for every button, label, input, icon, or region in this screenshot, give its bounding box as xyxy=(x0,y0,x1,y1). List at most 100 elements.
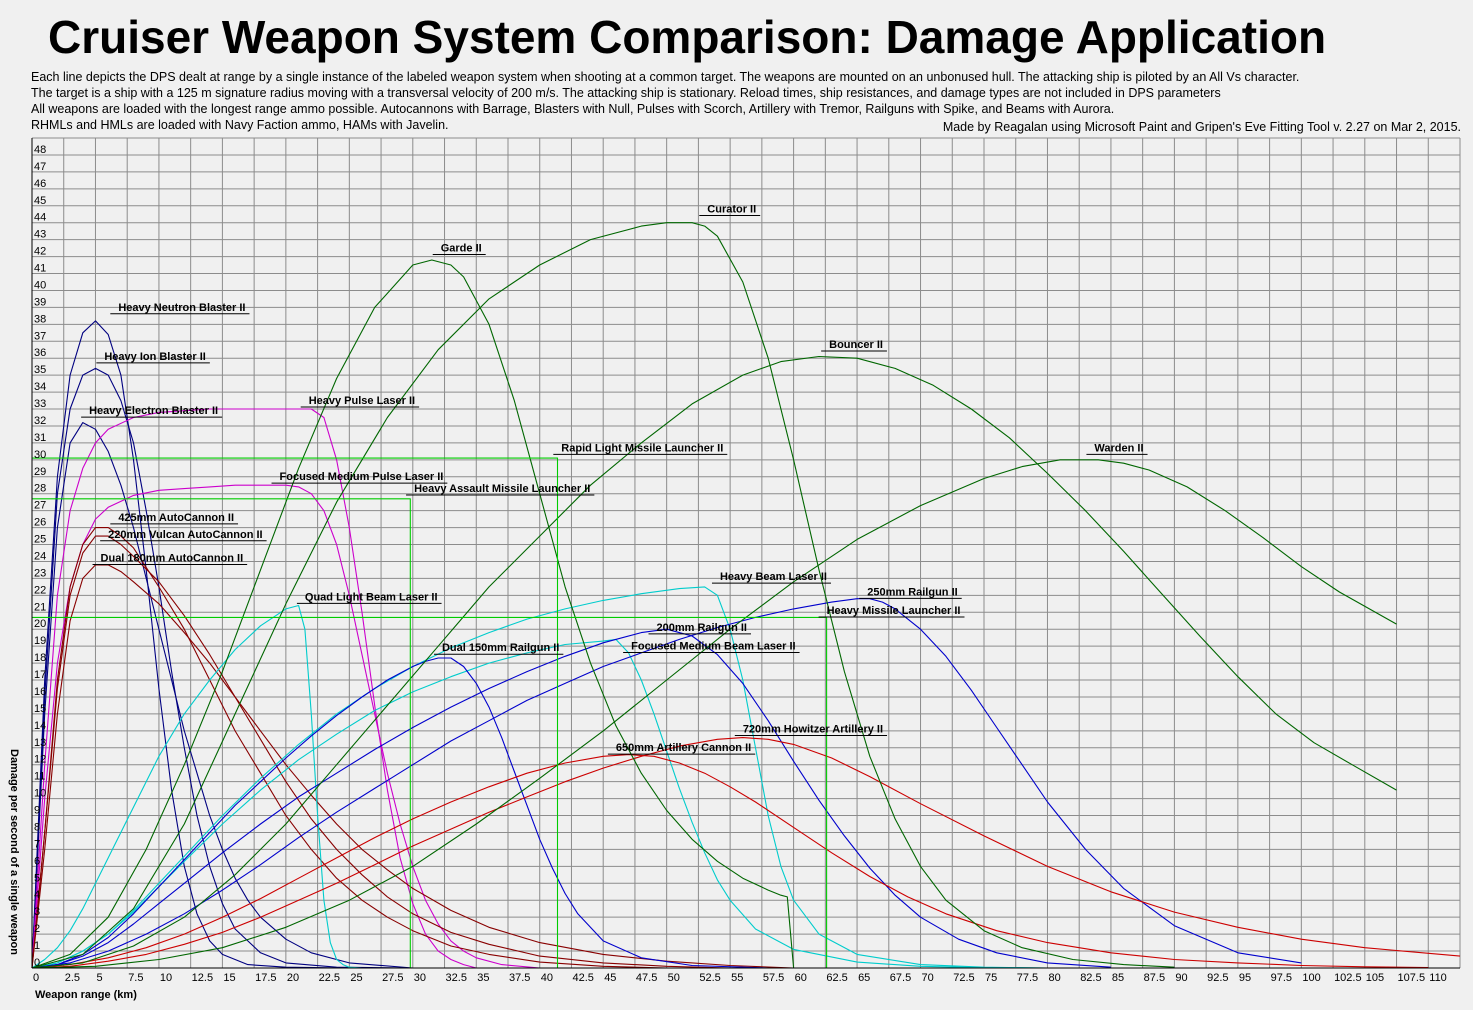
x-axis-label: Weapon range (km) xyxy=(35,989,137,1001)
y-tick-label: 38 xyxy=(34,313,46,325)
series-label: 720mm Howitzer Artillery II xyxy=(743,724,883,736)
y-tick-label: 43 xyxy=(34,229,46,241)
series-line-250mm-railgun-ii xyxy=(31,598,1302,969)
y-tick-label: 40 xyxy=(34,279,46,291)
y-tick-label: 8 xyxy=(34,821,40,833)
x-tick-label: 72.5 xyxy=(953,972,974,984)
series-line-warden-ii xyxy=(31,459,1397,969)
grid-lines xyxy=(31,137,1461,969)
y-tick-label: 22 xyxy=(34,584,46,596)
series-label: Quad Light Beam Laser II xyxy=(305,591,438,603)
description-line-3: All weapons are loaded with the longest … xyxy=(31,102,1115,116)
axes: 0123456789101112131415161718192021222324… xyxy=(31,138,1460,984)
series-label: Bouncer II xyxy=(829,339,883,351)
series-line-heavy-neutron-blaster-ii xyxy=(31,320,350,969)
x-tick-label: 102.5 xyxy=(1334,972,1362,984)
series-line-bouncer-ii xyxy=(31,355,1397,969)
y-tick-label: 14 xyxy=(34,720,46,732)
y-tick-label: 45 xyxy=(34,195,46,207)
x-tick-label: 110 xyxy=(1429,972,1447,984)
x-tick-label: 32.5 xyxy=(446,972,467,984)
credit-line: Made by Reagalan using Microsoft Paint a… xyxy=(942,120,1461,134)
x-tick-label: 85 xyxy=(1112,972,1124,984)
series-label: Heavy Ion Blaster II xyxy=(104,351,205,363)
y-tick-label: 26 xyxy=(34,517,46,529)
series-label: 250mm Railgun II xyxy=(867,586,957,598)
series-line-220mm-vulcan-autocannon-ii xyxy=(31,535,731,969)
x-tick-label: 30 xyxy=(414,972,426,984)
x-tick-label: 95 xyxy=(1239,972,1251,984)
x-tick-label: 7.5 xyxy=(128,972,143,984)
x-tick-label: 82.5 xyxy=(1080,972,1101,984)
series-line-rapid-light-missile-launcher-ii xyxy=(32,457,559,968)
y-tick-label: 6 xyxy=(34,855,40,867)
x-tick-label: 10 xyxy=(160,972,172,984)
y-tick-label: 19 xyxy=(34,635,46,647)
y-tick-label: 23 xyxy=(34,567,46,579)
series-line-heavy-pulse-laser-ii xyxy=(31,408,477,969)
y-tick-label: 48 xyxy=(34,144,46,156)
x-tick-label: 52.5 xyxy=(699,972,720,984)
y-tick-label: 29 xyxy=(34,466,46,478)
x-tick-label: 97.5 xyxy=(1271,972,1292,984)
y-tick-label: 15 xyxy=(34,703,46,715)
y-tick-label: 28 xyxy=(34,483,46,495)
x-tick-label: 60 xyxy=(795,972,807,984)
x-tick-label: 100 xyxy=(1302,972,1320,984)
x-tick-label: 80 xyxy=(1048,972,1060,984)
series-label: Focused Medium Beam Laser II xyxy=(631,641,795,653)
series-label: Heavy Beam Laser II xyxy=(720,571,827,583)
series-label: Heavy Missile Launcher II xyxy=(827,605,961,617)
series-line-garde-ii xyxy=(31,259,795,969)
series-layer xyxy=(31,222,1461,969)
y-tick-label: 41 xyxy=(34,263,46,275)
series-labels: Heavy Neutron Blaster II Heavy Ion Blaste… xyxy=(81,204,1148,755)
x-tick-label: 55 xyxy=(731,972,743,984)
series-line-425mm-autocannon-ii xyxy=(31,527,667,969)
x-tick-label: 57.5 xyxy=(763,972,784,984)
x-tick-label: 50 xyxy=(668,972,680,984)
y-tick-label: 25 xyxy=(34,534,46,546)
x-tick-label: 5 xyxy=(96,972,102,984)
y-tick-label: 24 xyxy=(34,550,46,562)
description-line-1: Each line depicts the DPS dealt at range… xyxy=(31,70,1300,84)
x-tick-label: 87.5 xyxy=(1144,972,1165,984)
x-tick-label: 77.5 xyxy=(1017,972,1038,984)
y-tick-label: 5 xyxy=(34,872,40,884)
x-tick-label: 92.5 xyxy=(1207,972,1228,984)
series-label: Warden II xyxy=(1094,442,1143,454)
series-label: 650mm Artillery Cannon II xyxy=(616,742,751,754)
x-tick-label: 2.5 xyxy=(65,972,80,984)
series-line-200mm-railgun-ii xyxy=(31,628,1111,969)
y-tick-label: 16 xyxy=(34,686,46,698)
y-tick-label: 47 xyxy=(34,161,46,173)
y-tick-label: 39 xyxy=(34,296,46,308)
y-tick-label: 21 xyxy=(34,601,46,613)
y-tick-label: 42 xyxy=(34,246,46,258)
series-label: Heavy Assault Missile Launcher II xyxy=(414,483,590,495)
series-label: Dual 150mm Railgun II xyxy=(442,642,559,654)
y-tick-label: 11 xyxy=(34,771,45,783)
y-tick-label: 32 xyxy=(34,415,46,427)
x-tick-label: 35 xyxy=(477,972,489,984)
series-line-focused-medium-pulse-laser-ii xyxy=(31,484,540,969)
series-line-720mm-howitzer-artillery-ii xyxy=(31,737,1461,969)
x-tick-label: 17.5 xyxy=(255,972,276,984)
x-tick-label: 70 xyxy=(922,972,934,984)
y-tick-label: 27 xyxy=(34,500,46,512)
x-tick-label: 107.5 xyxy=(1398,972,1426,984)
series-line-heavy-beam-laser-ii xyxy=(31,586,1048,969)
y-tick-label: 18 xyxy=(34,652,46,664)
y-tick-label: 17 xyxy=(34,669,46,681)
description-line-2: The target is a ship with a 125 m signat… xyxy=(31,86,1221,100)
x-tick-label: 42.5 xyxy=(572,972,593,984)
y-tick-label: 46 xyxy=(34,178,46,190)
series-label: Rapid Light Missile Launcher II xyxy=(561,442,723,454)
x-tick-label: 40 xyxy=(541,972,553,984)
y-tick-label: 20 xyxy=(34,618,46,630)
description-line-4: RHMLs and HMLs are loaded with Navy Fact… xyxy=(31,118,449,132)
x-tick-label: 67.5 xyxy=(890,972,911,984)
x-tick-label: 105 xyxy=(1366,972,1384,984)
x-tick-label: 12.5 xyxy=(192,972,213,984)
